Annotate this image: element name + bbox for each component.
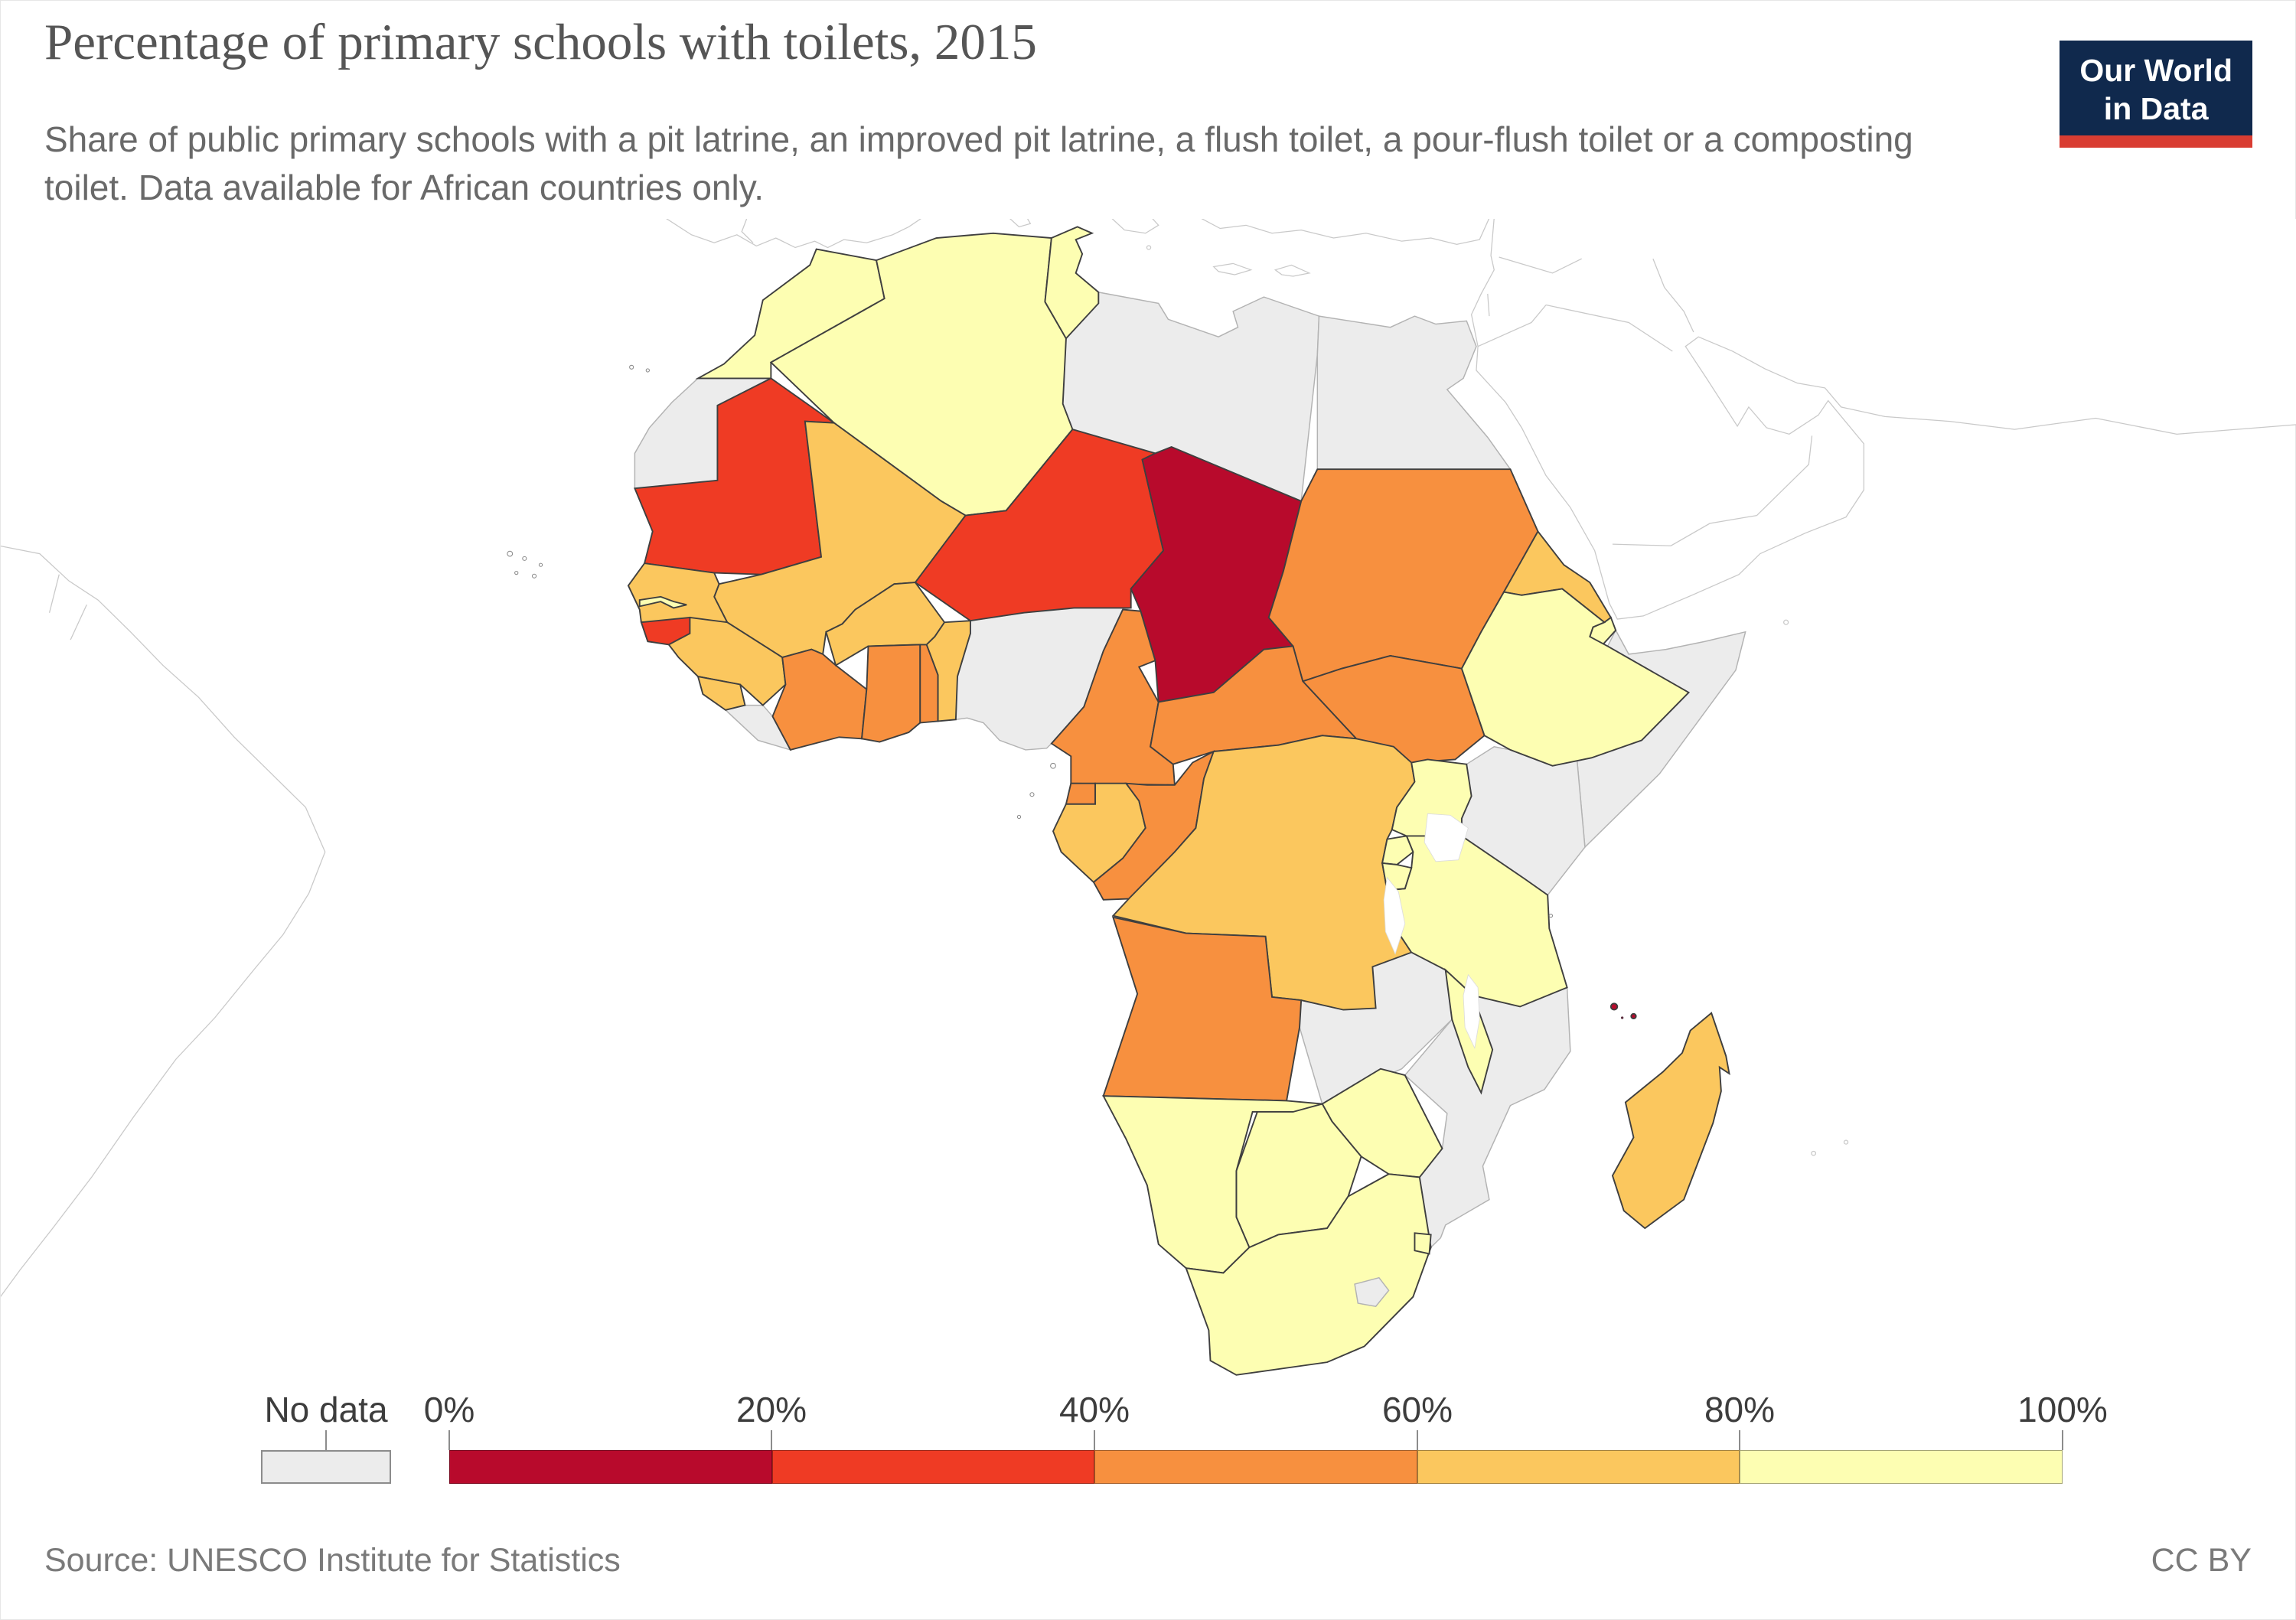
legend-tickmark-80: [1739, 1430, 1740, 1450]
legend-tick-0: 0%: [423, 1390, 475, 1429]
legend-tick-60: 60%: [1381, 1390, 1453, 1429]
page-title: Percentage of primary schools with toile…: [44, 14, 1037, 70]
legend-no-data-swatch[interactable]: [261, 1450, 391, 1484]
background-arabia-asia: [1470, 219, 2296, 620]
island-cape-verde-2: [522, 556, 527, 561]
legend-swatch-40-60[interactable]: [1094, 1450, 1417, 1484]
legend-swatch-20-40[interactable]: [771, 1450, 1095, 1484]
country-central-african-republic[interactable]: [1150, 645, 1358, 765]
country-eswatini[interactable]: [1414, 1232, 1432, 1255]
country-angola[interactable]: [1102, 916, 1303, 1102]
legend-tick-40: 40%: [1058, 1390, 1130, 1429]
country-ghana[interactable]: [860, 644, 921, 743]
background-mideast-borders: [1477, 256, 1813, 546]
africa-choropleth-map: [1, 219, 2296, 1416]
country-mozambique[interactable]: [1404, 986, 1571, 1249]
background-south-america: [1, 545, 326, 1297]
island-cape-verde-1: [507, 550, 514, 557]
island-zanzibar: [1548, 914, 1554, 918]
country-lesotho[interactable]: [1354, 1276, 1390, 1308]
legend-connector-no-data: [325, 1430, 327, 1450]
background-reunion: [1811, 1150, 1817, 1156]
country-south-africa[interactable]: [1185, 1173, 1432, 1376]
legend-swatch-60-80[interactable]: [1417, 1450, 1740, 1484]
background-mauritius: [1843, 1139, 1849, 1145]
background-sicily: [1111, 219, 1159, 234]
legend-color-bar: [449, 1450, 2063, 1484]
lake-malawi: [1463, 973, 1480, 1050]
legend-tick-20: 20%: [735, 1390, 807, 1429]
island-cape-verde-3: [514, 571, 519, 575]
country-sierra-leone[interactable]: [696, 675, 746, 711]
owid-logo-line2: in Data: [2103, 91, 2209, 127]
island-principe: [1029, 792, 1035, 797]
map-svg: [1, 219, 2296, 1376]
legend-tickmark-100: [2062, 1430, 2063, 1450]
background-guiana-border: [48, 574, 87, 641]
background-sardinia: [1009, 219, 1032, 228]
background-crete: [1212, 262, 1253, 275]
country-comoros[interactable]: [1609, 1002, 1619, 1011]
country-comoros-island[interactable]: [1630, 1012, 1637, 1020]
legend-swatch-80-100[interactable]: [1740, 1450, 2063, 1484]
legend-tickmark-0: [448, 1430, 450, 1450]
legend-tickmark-40: [1094, 1430, 1095, 1450]
owid-logo[interactable]: Our World in Data: [2060, 41, 2252, 148]
lake-victoria: [1424, 813, 1469, 862]
country-benin[interactable]: [925, 620, 971, 722]
legend-tick-100: 100%: [2017, 1390, 2108, 1429]
background-malta: [1146, 245, 1152, 250]
legend-swatch-0-20[interactable]: [449, 1450, 772, 1484]
island-bioko: [1050, 762, 1056, 769]
legend-tickmark-20: [771, 1430, 772, 1450]
country-tunisia[interactable]: [1044, 226, 1100, 340]
country-ethiopia[interactable]: [1460, 588, 1691, 767]
country-namibia[interactable]: [1102, 1095, 1322, 1274]
background-anatolia: [1201, 219, 1490, 245]
lake-tanganyika: [1383, 876, 1406, 955]
source-note: Source: UNESCO Institute for Statistics: [44, 1542, 621, 1579]
country-comoros-islet: [1620, 1016, 1624, 1019]
owid-logo-line1: Our World: [2079, 53, 2232, 88]
legend-no-data-label: No data: [264, 1390, 388, 1429]
island-cape-verde-4: [531, 573, 537, 579]
country-rwanda[interactable]: [1381, 835, 1414, 865]
island-canary-2: [645, 368, 650, 373]
island-cape-verde-5: [538, 562, 543, 567]
island-sao-tome: [1016, 814, 1022, 820]
background-iberia: [666, 219, 921, 249]
background-cyprus: [1274, 264, 1311, 277]
island-canary-1: [629, 364, 634, 370]
country-madagascar[interactable]: [1611, 1012, 1730, 1230]
chart-subtitle: Share of public primary schools with a p…: [44, 119, 1913, 208]
legend-tickmark-60: [1417, 1430, 1418, 1450]
license-badge[interactable]: CC BY: [2151, 1542, 2252, 1579]
legend-tick-80: 80%: [1704, 1390, 1776, 1429]
country-mauritania[interactable]: [634, 377, 837, 575]
country-equatorial-guinea[interactable]: [1065, 782, 1097, 805]
country-senegal[interactable]: [627, 562, 729, 624]
background-iberia-border: [741, 219, 754, 243]
country-cote-divoire[interactable]: [771, 648, 868, 751]
country-gambia[interactable]: [638, 595, 687, 609]
background-socotra: [1783, 619, 1789, 625]
